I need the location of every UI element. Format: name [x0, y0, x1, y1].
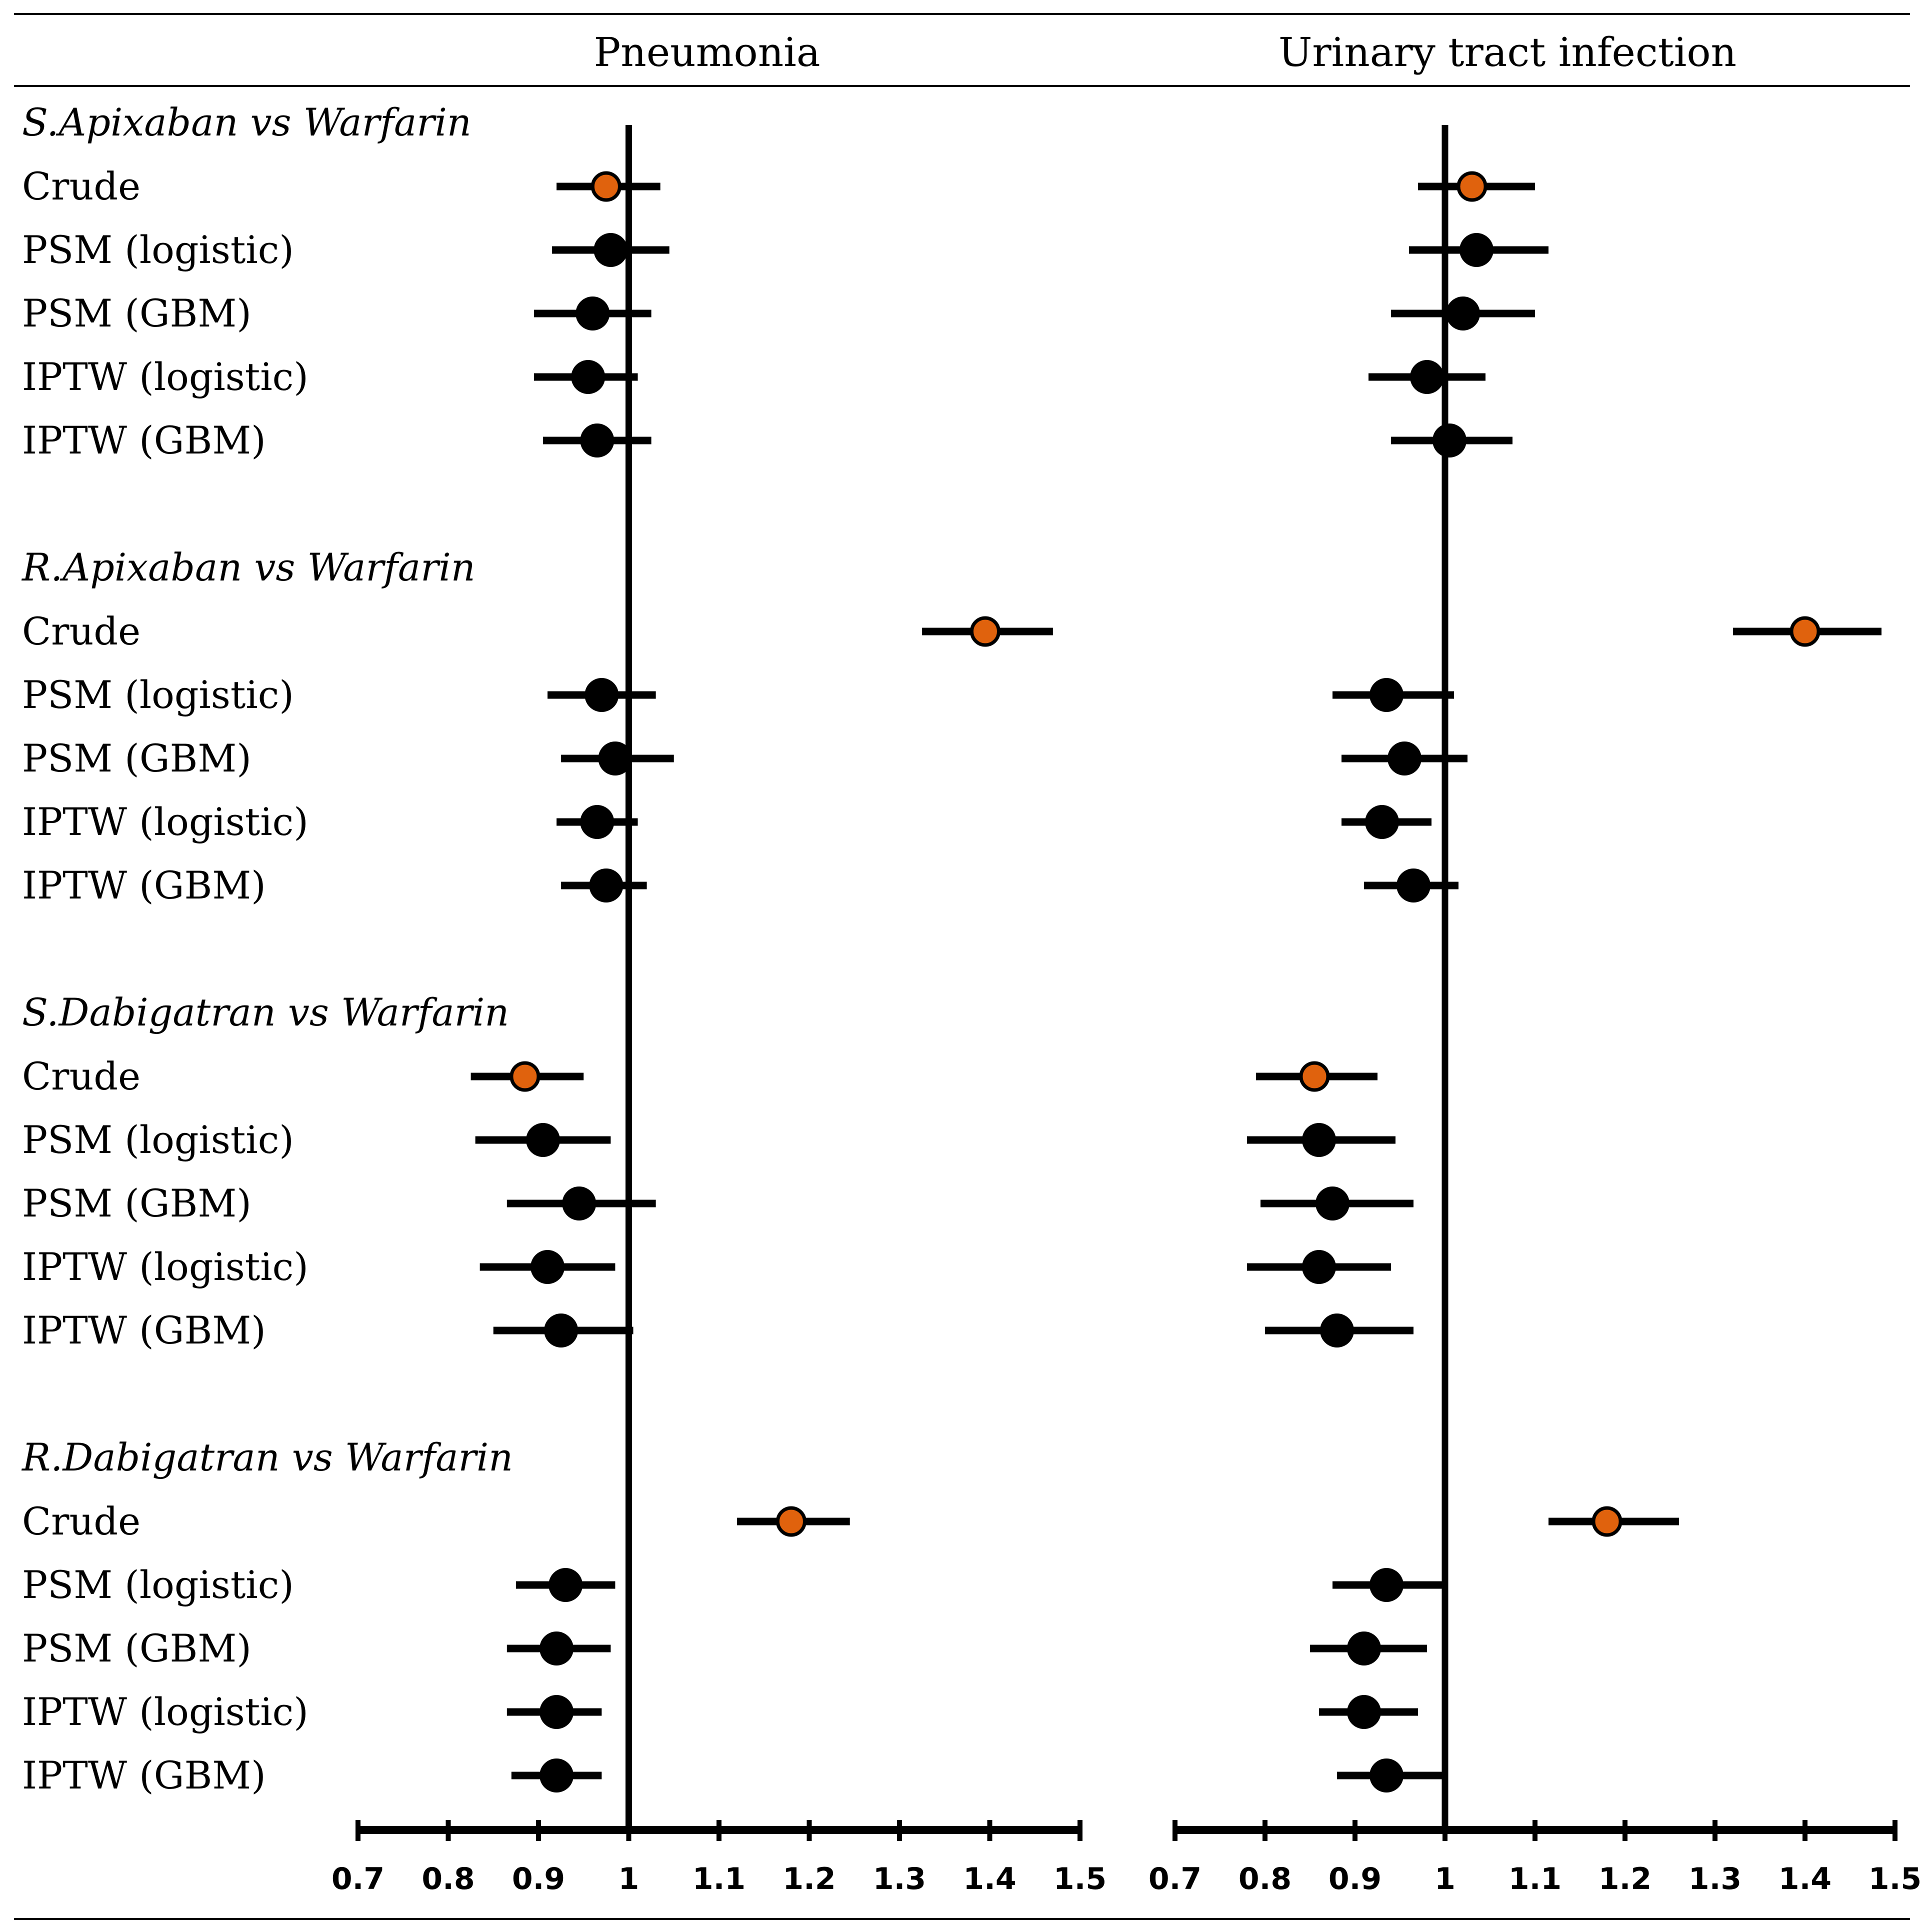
estimate-point	[1347, 1695, 1381, 1729]
estimate-point	[530, 1250, 565, 1284]
estimate-point	[526, 1123, 560, 1157]
x-tick-label: 1.4	[1778, 1862, 1832, 1896]
group-label: R.Apixaban vs Warfarin	[21, 545, 476, 590]
crude-estimate-point	[1456, 171, 1488, 202]
estimate-point	[1388, 742, 1422, 776]
crude-estimate-point	[970, 616, 1000, 647]
row-label: PSM (GBM)	[22, 291, 252, 336]
row-label: IPTW (GBM)	[22, 418, 266, 462]
group-label: R.Dabigatran vs Warfarin	[21, 1435, 513, 1480]
x-tick-label: 1	[1434, 1862, 1456, 1896]
x-tick-label: 1.1	[1508, 1862, 1562, 1896]
group-label: S.Dabigatran vs Warfarin	[22, 990, 509, 1034]
x-tick-label: 0.7	[332, 1862, 384, 1896]
crude-estimate-point	[590, 171, 622, 202]
x-tick-label: 0.9	[512, 1862, 565, 1896]
panel-title: Urinary tract infection	[1278, 29, 1736, 76]
estimate-point	[1316, 1186, 1350, 1220]
estimate-point	[1432, 424, 1466, 458]
x-tick-label: 0.9	[1328, 1862, 1382, 1896]
estimate-point	[1370, 1758, 1404, 1792]
estimate-point	[1370, 1568, 1404, 1602]
estimate-point	[580, 805, 614, 839]
row-label: PSM (logistic)	[22, 1118, 294, 1162]
crude-estimate-point	[1592, 1506, 1622, 1537]
estimate-point	[1302, 1250, 1336, 1284]
estimate-point	[1460, 233, 1494, 267]
estimate-point	[1410, 360, 1444, 394]
crude-estimate-point	[1299, 1061, 1330, 1092]
estimate-point	[540, 1632, 574, 1666]
estimate-point	[1370, 678, 1404, 712]
row-label: PSM (logistic)	[22, 228, 294, 272]
row-label: PSM (logistic)	[22, 672, 294, 717]
row-label: IPTW (GBM)	[22, 863, 266, 908]
row-label: IPTW (logistic)	[22, 800, 308, 844]
panel-title: Pneumonia	[594, 29, 820, 76]
estimate-point	[1320, 1314, 1354, 1348]
estimate-point	[1365, 805, 1399, 839]
estimate-point	[1396, 868, 1430, 902]
estimate-point	[594, 233, 628, 267]
x-tick-label: 1.1	[692, 1862, 746, 1896]
estimate-point	[571, 360, 606, 394]
row-label: PSM (GBM)	[22, 736, 252, 780]
row-label: IPTW (logistic)	[22, 1244, 308, 1289]
x-tick-label: 0.7	[1148, 1862, 1202, 1896]
crude-estimate-point	[776, 1506, 806, 1537]
x-tick-label: 1.5	[1054, 1862, 1106, 1896]
x-tick-label: 1.3	[873, 1862, 926, 1896]
estimate-point	[589, 868, 624, 902]
estimate-point	[1347, 1632, 1381, 1666]
x-tick-label: 0.8	[1238, 1862, 1292, 1896]
row-label: IPTW (GBM)	[22, 1753, 266, 1798]
estimate-point	[540, 1695, 574, 1729]
row-label: Crude	[22, 609, 140, 654]
row-label: PSM (logistic)	[22, 1562, 294, 1607]
crude-estimate-point	[1790, 616, 1820, 647]
estimate-point	[548, 1568, 583, 1602]
row-label: Crude	[22, 1054, 140, 1098]
x-tick-label: 1	[618, 1862, 640, 1896]
estimate-point	[598, 742, 632, 776]
x-tick-label: 1.2	[1598, 1862, 1652, 1896]
x-tick-label: 0.8	[422, 1862, 474, 1896]
row-label: PSM (GBM)	[22, 1626, 252, 1670]
x-tick-label: 1.5	[1868, 1862, 1922, 1896]
estimate-point	[1302, 1123, 1336, 1157]
row-label: Crude	[22, 164, 140, 208]
x-tick-label: 1.2	[782, 1862, 836, 1896]
estimate-point	[576, 296, 610, 330]
crude-estimate-point	[510, 1061, 540, 1092]
estimate-point	[1446, 296, 1480, 330]
row-label: PSM (GBM)	[22, 1181, 252, 1226]
row-label: IPTW (GBM)	[22, 1308, 266, 1352]
x-tick-label: 1.4	[963, 1862, 1016, 1896]
estimate-point	[580, 424, 614, 458]
row-label: IPTW (logistic)	[22, 1690, 308, 1734]
row-label: IPTW (logistic)	[22, 354, 308, 399]
x-tick-label: 1.3	[1688, 1862, 1742, 1896]
row-label: Crude	[22, 1499, 140, 1544]
estimate-point	[562, 1186, 596, 1220]
group-label: S.Apixaban vs Warfarin	[22, 100, 472, 144]
estimate-point	[540, 1758, 574, 1792]
estimate-point	[544, 1314, 578, 1348]
estimate-point	[584, 678, 619, 712]
